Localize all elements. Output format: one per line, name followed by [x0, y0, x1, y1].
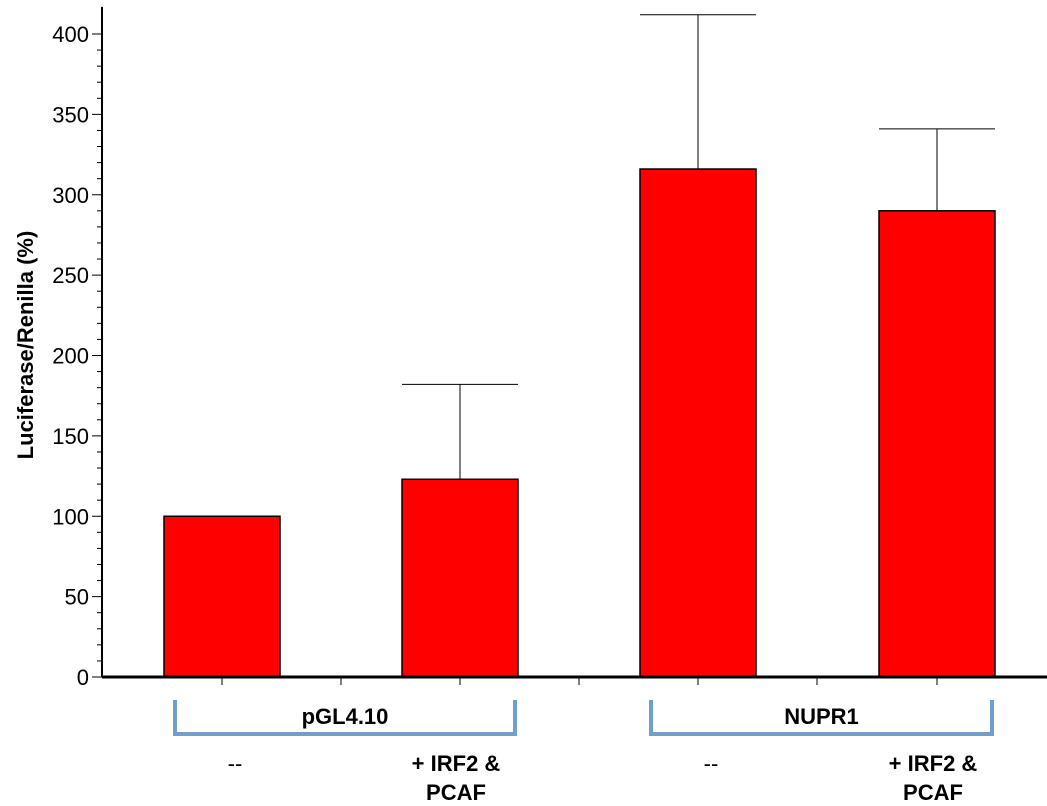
category-label: --	[704, 751, 719, 776]
category-labels: -- + IRF2 & PCAF -- + IRF2 & PCAF	[228, 751, 978, 805]
group-label: NUPR1	[784, 704, 859, 729]
y-axis: 0 50 100 150 200 250 300 350 400	[52, 6, 103, 690]
bar	[163, 515, 281, 678]
bar	[878, 210, 996, 678]
category-label: + IRF2 &	[412, 751, 501, 776]
y-tick-label: 150	[52, 424, 89, 449]
y-tick-label: 50	[65, 585, 89, 610]
bar	[401, 478, 519, 678]
group-bracket	[649, 700, 994, 736]
y-tick-label: 200	[52, 344, 89, 369]
category-label: --	[228, 751, 243, 776]
y-tick-label: 350	[52, 102, 89, 127]
group-bracket	[173, 700, 517, 736]
y-tick-label: 250	[52, 263, 89, 288]
category-label: PCAF	[903, 780, 963, 805]
category-label: PCAF	[426, 780, 486, 805]
category-label: + IRF2 &	[889, 751, 978, 776]
bars	[163, 14, 996, 678]
x-axis	[102, 675, 1047, 685]
group-brackets: pGL4.10 NUPR1	[173, 700, 994, 736]
y-tick-label: 400	[52, 22, 89, 47]
y-tick-label: 300	[52, 183, 89, 208]
group-label: pGL4.10	[302, 704, 389, 729]
bar	[639, 168, 757, 678]
y-axis-label: Luciferase/Renilla (%)	[13, 231, 38, 460]
y-tick-label: 100	[52, 504, 89, 529]
y-tick-label: 0	[77, 665, 89, 690]
